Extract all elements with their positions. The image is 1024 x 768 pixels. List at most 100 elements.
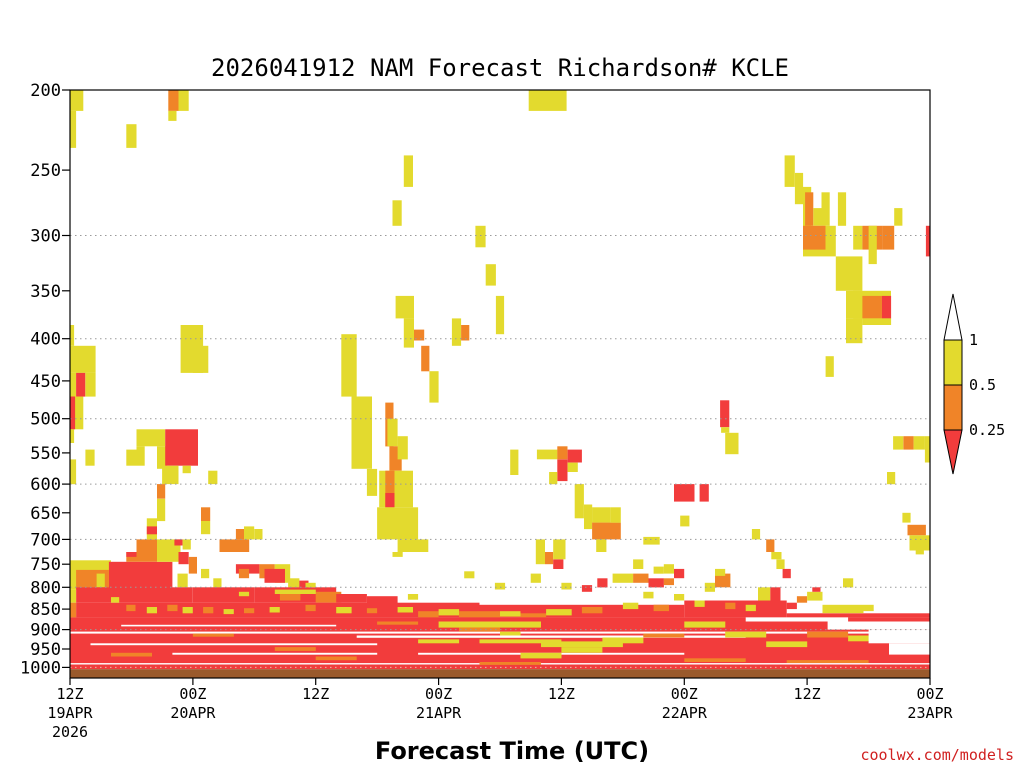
ri-cell: [610, 507, 621, 523]
ri-cell: [464, 571, 475, 579]
ri-cell: [451, 318, 462, 346]
legend-top-arrow: [943, 293, 963, 341]
ri-cell: [796, 596, 808, 603]
ri-cell: [813, 208, 822, 226]
ri-cell: [721, 427, 730, 433]
ri-cell: [85, 449, 95, 466]
legend-label: 1: [969, 331, 978, 349]
ri-cell: [418, 611, 439, 618]
ri-cell: [403, 318, 414, 348]
ri-cell: [254, 529, 263, 540]
ri-cell: [178, 552, 189, 565]
ri-cell: [192, 633, 234, 637]
ri-cell: [784, 155, 795, 187]
ri-cell: [776, 559, 785, 569]
ri-cell: [909, 535, 930, 551]
ri-cell: [126, 604, 136, 612]
ri-cell: [903, 436, 914, 450]
ri-cell: [913, 436, 925, 450]
ri-cell: [168, 90, 179, 111]
ri-cell: [70, 372, 77, 397]
ri-cell: [770, 587, 781, 605]
ri-cell: [674, 594, 685, 601]
ri-cell: [633, 573, 649, 583]
ri-cell: [843, 578, 854, 588]
ri-cell: [244, 526, 255, 540]
ri-cell: [868, 225, 877, 250]
ri-cell: [803, 225, 826, 250]
ri-cell: [385, 493, 395, 508]
ri-cell: [305, 582, 316, 588]
ri-cell: [395, 295, 414, 319]
ri-cell: [715, 568, 726, 576]
y-tick-label: 850: [30, 600, 61, 620]
x-tick-label: 23APR: [907, 704, 953, 722]
ri-cell: [157, 484, 166, 499]
ri-cell: [223, 609, 234, 615]
ri-cell: [219, 539, 250, 552]
ri-cell: [126, 552, 157, 562]
plot-area: [69, 89, 931, 679]
ri-cell: [622, 602, 639, 610]
ri-cell: [403, 155, 413, 187]
ri-cell: [192, 345, 209, 373]
legend-swatch-orange: [943, 384, 963, 431]
ri-cell: [238, 568, 250, 579]
ri-cell: [269, 607, 280, 613]
ri-cell: [178, 90, 189, 111]
ri-cell: [162, 465, 179, 485]
ri-cell: [745, 617, 849, 622]
ri-cell: [315, 591, 342, 603]
ri-cell: [794, 172, 804, 205]
ri-cell: [541, 641, 623, 648]
ri-cell: [188, 556, 197, 574]
ri-cell: [264, 568, 285, 583]
ri-cell: [407, 594, 419, 600]
ri-cell: [485, 264, 496, 286]
plot-frame: [69, 89, 931, 679]
ri-cell: [136, 446, 145, 466]
ri-cell: [863, 604, 874, 612]
ri-cell: [915, 547, 924, 555]
legend-label: 0.25: [969, 421, 1005, 439]
gridlines: [70, 235, 930, 668]
ri-cell: [351, 396, 372, 469]
ri-cell: [853, 290, 863, 319]
ri-cell: [574, 484, 584, 519]
ri-cell: [725, 432, 739, 455]
x-tick-label: 19APR: [47, 704, 93, 722]
x-tick-label: 12Z: [56, 685, 83, 703]
ri-cell: [663, 564, 674, 574]
ri-cell: [299, 580, 309, 588]
ri-cell: [782, 568, 791, 579]
ri-cell: [70, 602, 77, 618]
ri-cell: [397, 539, 429, 552]
ri-cell: [520, 652, 562, 659]
ri-cell: [771, 552, 782, 560]
x-tick-label: 21APR: [416, 704, 462, 722]
ri-cell: [157, 498, 166, 522]
ri-cell: [694, 600, 705, 607]
ri-cell: [821, 192, 830, 226]
x-tick-label: 2026: [52, 723, 88, 741]
ri-cell: [70, 110, 77, 148]
ri-cell: [592, 507, 611, 523]
ri-cell: [208, 470, 218, 485]
ri-cell: [70, 459, 77, 485]
y-tick-label: 400: [30, 330, 61, 350]
ri-cell: [553, 539, 566, 560]
ri-cell: [704, 582, 715, 592]
ri-cell: [893, 436, 904, 450]
ri-cell: [535, 539, 545, 565]
ri-cell: [889, 643, 930, 655]
ri-cell: [385, 470, 395, 508]
ri-cell: [536, 449, 558, 460]
ri-cell: [720, 400, 730, 428]
ri-cell: [500, 631, 521, 636]
ri-cell: [356, 635, 746, 638]
y-tick-label: 350: [30, 282, 61, 302]
ri-cell: [561, 647, 603, 653]
ri-cell: [567, 449, 582, 463]
y-tick-label: 750: [30, 555, 61, 575]
